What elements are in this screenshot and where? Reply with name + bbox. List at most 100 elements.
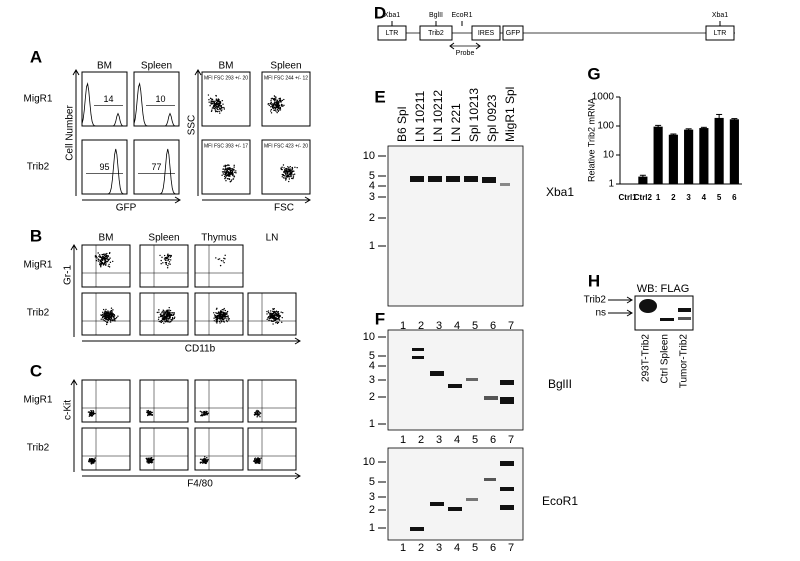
dot — [220, 316, 223, 318]
dot — [214, 316, 216, 318]
dot — [227, 164, 229, 166]
enzyme-label: Xba1 — [546, 185, 574, 199]
dot — [277, 313, 280, 316]
dot — [290, 175, 292, 177]
dot — [211, 109, 213, 111]
dot — [211, 98, 214, 101]
dot — [105, 323, 108, 326]
dot — [294, 166, 296, 168]
dot — [257, 457, 259, 459]
dot — [112, 319, 114, 322]
dot — [169, 313, 171, 316]
dot — [215, 308, 218, 310]
dot — [215, 94, 217, 97]
dot — [224, 176, 227, 179]
dot — [164, 321, 167, 323]
histogram-curve — [82, 148, 128, 195]
dot — [162, 318, 164, 320]
dot — [151, 411, 153, 414]
dot — [117, 315, 119, 317]
dot — [111, 319, 113, 321]
dot — [171, 319, 173, 321]
dot — [112, 309, 114, 311]
enzyme-label: BglII — [548, 377, 572, 391]
plot-box — [81, 244, 131, 288]
band — [500, 183, 510, 186]
dot — [173, 316, 176, 318]
dot — [105, 261, 107, 263]
dot — [221, 106, 223, 109]
axis-label: CD11b — [185, 344, 216, 355]
dot — [163, 310, 165, 312]
dot — [267, 312, 270, 314]
dot — [167, 253, 169, 255]
dot — [219, 102, 222, 104]
dot — [215, 257, 217, 259]
dot — [91, 459, 93, 461]
dot — [167, 318, 170, 320]
dot — [169, 263, 171, 265]
column-label: Spleen — [148, 233, 179, 244]
dot — [159, 315, 162, 318]
dot — [168, 315, 171, 317]
plot-box — [81, 427, 131, 471]
arrow-head — [294, 337, 301, 345]
dot — [166, 316, 168, 319]
dot — [219, 104, 221, 107]
dot — [213, 320, 216, 322]
dot — [90, 411, 92, 414]
dot — [106, 311, 108, 313]
dot — [104, 320, 107, 322]
x-tick-label: 3 — [686, 193, 691, 202]
dot — [216, 103, 218, 106]
axis-label: c-Kit — [63, 400, 74, 420]
dot — [210, 110, 213, 113]
dot — [217, 108, 219, 111]
dot — [277, 101, 279, 103]
dot — [201, 461, 203, 463]
dot — [88, 415, 91, 417]
plot-box — [139, 427, 189, 471]
dot — [103, 312, 105, 315]
dot — [160, 321, 163, 324]
dot — [203, 458, 205, 461]
dot — [221, 99, 224, 102]
marker-label: 10 — [363, 331, 375, 343]
dot — [219, 112, 221, 114]
marker-label: 3 — [369, 374, 375, 386]
dot — [270, 103, 272, 105]
dot — [284, 169, 286, 171]
dot — [286, 172, 289, 175]
dot — [170, 259, 172, 261]
dot — [199, 410, 201, 412]
lane-label: Tumor-Trib2 — [679, 334, 690, 389]
blot-title: WB: FLAG — [637, 283, 690, 295]
axis-label: Relative Trib2 mRNA — [586, 98, 596, 182]
dot — [270, 312, 272, 315]
dot — [156, 311, 159, 314]
dot — [272, 316, 275, 319]
dot — [164, 316, 167, 319]
band — [410, 527, 424, 531]
dot — [202, 413, 205, 416]
dot — [233, 175, 236, 177]
row-label: Trib2 — [27, 443, 50, 454]
dot — [291, 166, 294, 169]
dot — [98, 254, 101, 256]
dot — [276, 103, 279, 106]
dot — [270, 108, 273, 111]
plot-box — [261, 71, 311, 127]
gate-value: 77 — [151, 162, 161, 172]
dot — [233, 169, 235, 171]
axis-label: Gr-1 — [63, 265, 74, 285]
marker-label: 3 — [369, 491, 375, 503]
histogram-curve — [133, 82, 180, 127]
band — [428, 176, 442, 182]
dot — [164, 259, 167, 261]
dot — [165, 257, 167, 259]
dot — [213, 317, 215, 319]
dot — [288, 178, 291, 180]
dot — [281, 99, 284, 102]
dot — [275, 106, 278, 108]
band-label: Trib2 — [584, 295, 607, 306]
